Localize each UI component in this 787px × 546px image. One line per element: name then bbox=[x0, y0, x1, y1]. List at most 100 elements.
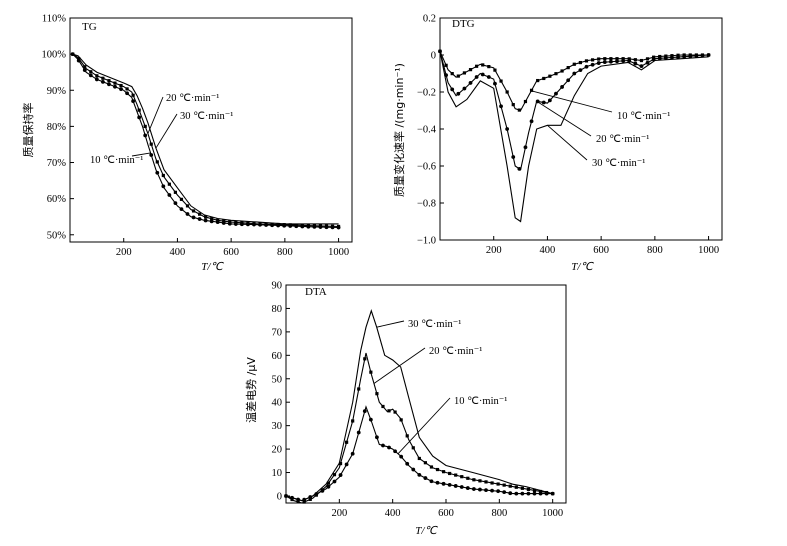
dtg-data-point bbox=[597, 57, 601, 61]
tg-data-point bbox=[155, 170, 160, 175]
dta-data-point bbox=[496, 489, 501, 494]
tg-data-point bbox=[143, 133, 148, 138]
dtg-panel: 200 400 600 800 1000 −1.0 −0.8 −0.6 −0.4 −0.2 0 0.2… bbox=[392, 14, 723, 273]
dta-data-point bbox=[472, 478, 476, 482]
dta-data-point bbox=[369, 370, 373, 374]
dtg-data-point bbox=[578, 68, 583, 73]
tg-data-point bbox=[258, 222, 262, 226]
dta-data-point bbox=[326, 484, 331, 489]
dta-data-point bbox=[471, 487, 476, 491]
dta-annotation-leader bbox=[397, 397, 451, 455]
dta-data-point bbox=[405, 434, 409, 438]
dta-annotation-leader bbox=[373, 347, 426, 384]
dta-x-tick-label: 200 bbox=[331, 508, 347, 519]
dta-x-axis-title: T/℃ bbox=[415, 525, 438, 537]
tg-data-point bbox=[149, 142, 153, 146]
dta-panel-title: DTA bbox=[305, 286, 327, 298]
dta-x-tick-label: 400 bbox=[385, 508, 401, 519]
dtg-data-point bbox=[590, 58, 595, 62]
tg-y-tick-label: 80% bbox=[47, 122, 67, 133]
dta-data-point bbox=[508, 484, 512, 488]
tg-data-point bbox=[107, 82, 111, 87]
dta-y-tick-label: 60 bbox=[272, 351, 283, 362]
dtg-data-point bbox=[676, 55, 680, 60]
tg-data-point bbox=[119, 83, 123, 88]
tg-data-point bbox=[209, 219, 214, 224]
dta-data-point bbox=[296, 500, 300, 504]
dta-data-point bbox=[338, 461, 343, 466]
dta-data-point bbox=[411, 446, 415, 450]
tg-data-point bbox=[336, 224, 341, 229]
dta-data-point bbox=[417, 456, 421, 461]
tg-data-point bbox=[131, 99, 136, 103]
tg-data-point bbox=[173, 190, 178, 194]
dta-data-point bbox=[465, 486, 470, 490]
tg-panel-title: TG bbox=[82, 21, 97, 33]
dtg-data-point bbox=[548, 74, 552, 78]
dtg-data-point bbox=[584, 64, 589, 69]
dta-data-point bbox=[332, 473, 337, 477]
dta-data-point bbox=[344, 462, 349, 467]
dtg-y-tick-label: −0.4 bbox=[417, 125, 437, 136]
dtg-data-point bbox=[663, 56, 668, 60]
tg-x-tick-label: 200 bbox=[116, 247, 132, 258]
tg-data-point bbox=[113, 84, 117, 89]
tg-data-point bbox=[167, 193, 172, 197]
tg-x-tick-label: 1000 bbox=[328, 247, 349, 258]
dtg-data-point bbox=[487, 65, 491, 69]
dtg-data-point bbox=[694, 53, 699, 58]
dta-data-point bbox=[362, 409, 367, 414]
dta-data-point bbox=[460, 475, 464, 479]
dta-data-point bbox=[490, 481, 494, 485]
dtg-data-point bbox=[700, 53, 705, 58]
tg-data-point bbox=[143, 124, 147, 128]
tg-data-point bbox=[197, 217, 202, 221]
dta-x-tick-label: 1000 bbox=[542, 508, 563, 519]
dta-data-point bbox=[520, 491, 525, 496]
dtg-data-point bbox=[566, 66, 570, 70]
dta-data-point bbox=[399, 454, 404, 459]
dta-data-point bbox=[502, 490, 507, 495]
tg-data-point bbox=[167, 182, 171, 186]
dta-data-point bbox=[484, 488, 488, 493]
dtg-panel-title: DTG bbox=[452, 18, 475, 30]
tg-data-point bbox=[82, 68, 87, 72]
dtg-data-point bbox=[517, 166, 522, 171]
dta-data-point bbox=[423, 476, 428, 480]
dtg-data-point bbox=[468, 68, 473, 72]
tg-y-axis-title: 质量保持率 bbox=[21, 103, 35, 158]
dtg-data-point bbox=[645, 60, 650, 65]
tg-data-point bbox=[94, 77, 99, 82]
tg-series-line-2 bbox=[72, 53, 339, 228]
tg-annotation-label: 10 ℃·min⁻¹ bbox=[90, 155, 143, 166]
dtg-data-point bbox=[505, 90, 509, 94]
tg-data-point bbox=[222, 219, 226, 223]
dtg-data-point bbox=[536, 78, 540, 83]
dta-data-point bbox=[514, 485, 518, 489]
dtg-data-point bbox=[474, 75, 479, 79]
dtg-annotation-leader bbox=[536, 100, 592, 137]
dtg-data-point bbox=[450, 72, 454, 76]
dtg-data-point bbox=[566, 78, 571, 83]
dta-annotation-label: 10 ℃·min⁻¹ bbox=[454, 396, 507, 407]
dta-data-point bbox=[314, 493, 318, 497]
dtg-annotation-label: 10 ℃·min⁻¹ bbox=[617, 111, 670, 122]
tg-data-point bbox=[246, 221, 250, 225]
dta-data-point bbox=[399, 418, 403, 422]
tg-data-point bbox=[179, 197, 184, 201]
dta-y-tick-label: 80 bbox=[272, 304, 283, 315]
tg-data-point bbox=[185, 212, 190, 216]
dtg-data-point bbox=[633, 61, 638, 66]
dtg-data-point bbox=[542, 76, 546, 81]
dta-data-point bbox=[526, 487, 531, 491]
dta-data-point bbox=[441, 481, 446, 486]
dta-data-point bbox=[284, 494, 288, 498]
dta-y-tick-label: 10 bbox=[272, 468, 283, 479]
dta-data-point bbox=[478, 487, 482, 492]
dtg-data-point bbox=[529, 119, 534, 124]
dtg-data-point bbox=[621, 58, 626, 63]
tg-data-point bbox=[113, 81, 117, 85]
tg-data-point bbox=[137, 108, 141, 112]
dtg-data-point bbox=[480, 72, 485, 77]
dta-y-tick-label: 70 bbox=[272, 327, 283, 338]
